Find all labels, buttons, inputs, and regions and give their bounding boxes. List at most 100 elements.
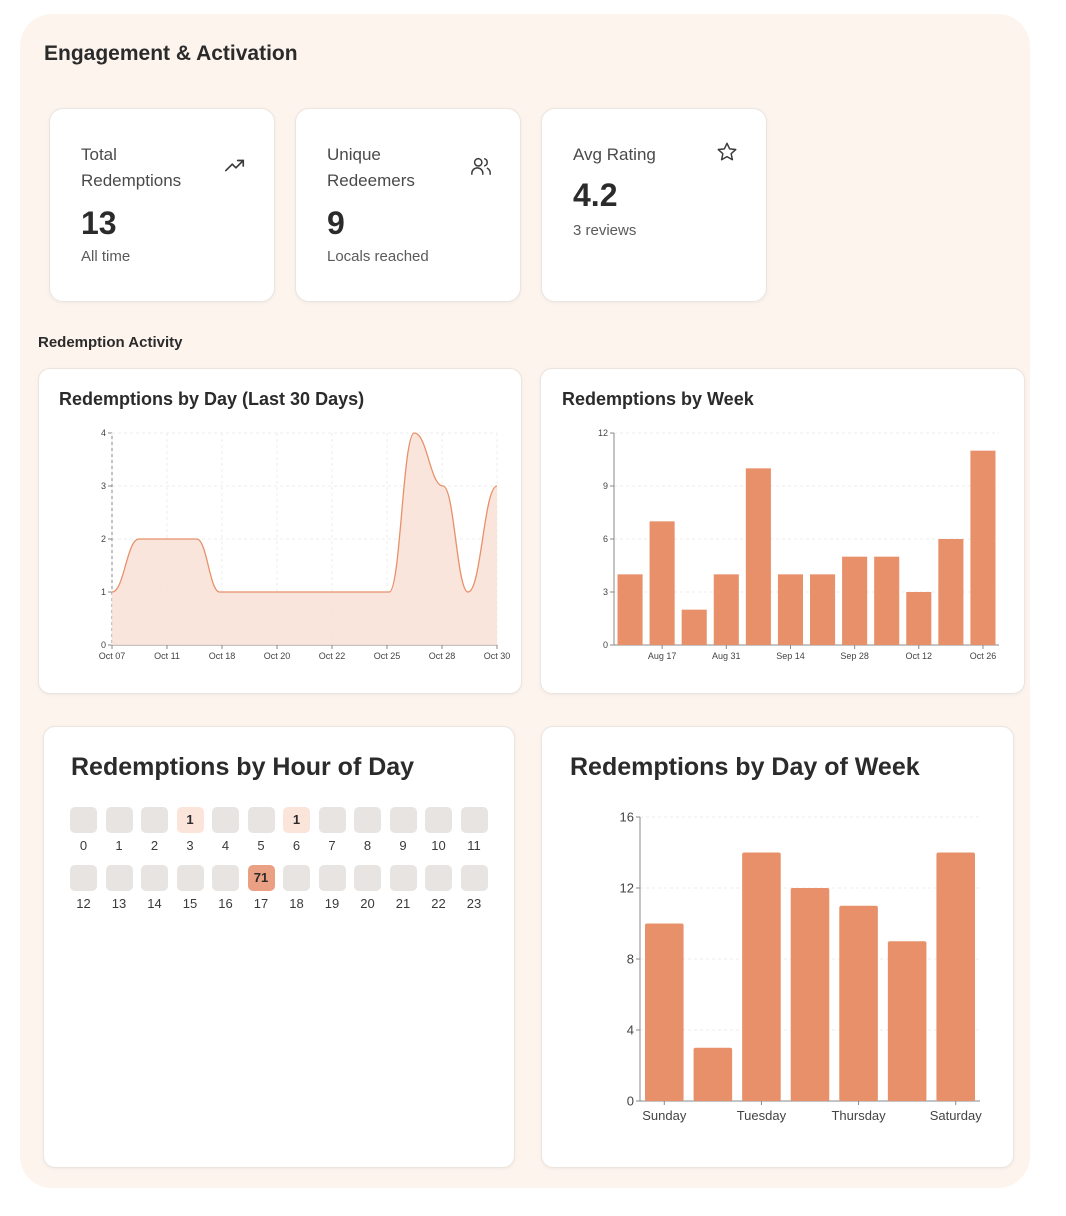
hour-cell: [212, 807, 239, 833]
y-tick-label: 2: [101, 534, 106, 544]
chart-title: Redemptions by Week: [562, 389, 754, 409]
hour-cell: [283, 865, 310, 891]
redemption-activity-heading: Redemption Activity: [38, 334, 183, 351]
area-fill: [112, 433, 497, 645]
stat-subtext: All time: [81, 248, 131, 265]
bar: [874, 556, 900, 645]
chart-title: Redemptions by Day (Last 30 Days): [59, 389, 365, 409]
hour-cell: 71: [247, 865, 275, 891]
hour-cell: [318, 807, 346, 833]
stat-label: Unique Redeemers: [327, 145, 415, 190]
hour-label: 18: [289, 896, 304, 911]
bar: [693, 1047, 733, 1101]
hour-label: 15: [182, 896, 198, 911]
stat-label: Avg Rating: [573, 145, 656, 164]
x-tick-label: Aug 17: [648, 651, 677, 661]
y-tick-label: 4: [627, 1023, 634, 1038]
hour-label: 14: [147, 896, 162, 911]
hour-label: 12: [76, 896, 91, 911]
y-tick-label: 12: [620, 881, 634, 896]
hour-label: 6: [292, 838, 301, 853]
y-tick-label: 8: [627, 952, 634, 967]
hour-label: 17: [253, 896, 269, 911]
chart-title: Redemptions by Day of Week: [570, 753, 920, 781]
y-tick-label: 12: [598, 428, 608, 438]
hour-cell: [354, 807, 381, 833]
y-tick-label: 16: [620, 810, 634, 825]
stat-subtext: Locals reached: [327, 248, 429, 265]
hour-label: 16: [218, 896, 233, 911]
y-tick-label: 3: [101, 481, 106, 491]
stat-card-total-redemptions: Total Redemptions 13 All time: [49, 108, 275, 302]
y-tick-label: 0: [101, 640, 106, 650]
hour-label: 22: [431, 896, 446, 911]
chart-card-by-day-of-week: Redemptions by Day of Week 0 4 8 12 16 Sunday…: [541, 726, 1014, 1168]
x-tick-label: Oct 30: [484, 651, 511, 661]
hour-cell: [212, 865, 239, 891]
x-tick-label: Oct 28: [429, 651, 456, 661]
x-tick-label: Thursday: [831, 1108, 886, 1123]
chart-by-day: 0 1 2 3 4 Oct 07 Oct 11 Oct 18 Oct 20 Oct 22 Oct 2…: [99, 428, 511, 661]
hour-cell: [354, 865, 381, 891]
chart-card-by-week: Redemptions by Week 0 3 6 9 12 Aug 17 Aug 31 Se…: [540, 368, 1025, 694]
x-tick-label: Aug 31: [712, 651, 741, 661]
bar: [810, 574, 836, 645]
hour-label: 23: [466, 896, 482, 911]
chart-card-by-day: Redemptions by Day (Last 30 Days) 0 1 2 3 4 O…: [38, 368, 522, 694]
stat-value: 4.2: [573, 177, 618, 213]
y-tick-label: 3: [603, 587, 608, 597]
hour-label: 10: [431, 838, 446, 853]
x-tick-label: Oct 07: [99, 651, 126, 661]
bar: [936, 852, 975, 1101]
hour-cell: [318, 865, 346, 891]
stat-value: 9: [327, 205, 345, 241]
bar: [777, 574, 803, 645]
y-tick-label: 0: [603, 640, 608, 650]
x-tick-label: Tuesday: [737, 1108, 787, 1123]
hour-label: 0: [79, 838, 88, 853]
x-tick-label: Oct 26: [970, 651, 997, 661]
chart-by-week: 0 3 6 9 12 Aug 17 Aug 31 Sep 14 Sep 28 Oct 12 Oct …: [598, 428, 999, 661]
stat-value: 13: [81, 205, 117, 241]
hour-label: 9: [399, 838, 407, 853]
hour-label: 2: [150, 838, 159, 853]
hour-label: 8: [363, 838, 372, 853]
hour-cell: [141, 807, 168, 833]
chart-by-day-of-week: 0 4 8 12 16 Sunday Tuesday Thursday Saturday: [620, 810, 983, 1123]
hour-label: 3: [186, 838, 194, 853]
star-icon: [717, 142, 737, 161]
hour-cell: [389, 807, 417, 833]
bar: [681, 609, 707, 645]
bar: [617, 574, 643, 645]
hour-cell: [425, 865, 452, 891]
hour-cell: [105, 865, 133, 891]
trending-up-icon: [225, 159, 245, 172]
x-tick-label: Oct 20: [264, 651, 291, 661]
y-tick-label: 0: [627, 1094, 634, 1109]
x-tick-label: Oct 12: [906, 651, 933, 661]
hour-label: 13: [111, 896, 127, 911]
stat-card-unique-redeemers: Unique Redeemers 9 Locals reached: [295, 108, 521, 302]
bar: [906, 592, 932, 645]
y-tick-label: 9: [603, 481, 608, 491]
bar: [842, 556, 868, 645]
hour-cell: [460, 865, 488, 891]
hour-cell: [70, 807, 97, 833]
bar: [938, 539, 964, 645]
hour-cell: [70, 865, 97, 891]
stat-subtext: 3 reviews: [573, 222, 637, 239]
hour-label: 4: [221, 838, 230, 853]
hour-label: 5: [257, 838, 265, 853]
hour-cell: [460, 807, 488, 833]
x-tick-label: Sep 14: [776, 651, 805, 661]
bar: [970, 450, 996, 645]
x-tick-label: Sep 28: [840, 651, 869, 661]
y-tick-label: 6: [603, 534, 608, 544]
stat-card-avg-rating: Avg Rating 4.2 3 reviews: [541, 108, 767, 302]
bar: [645, 923, 684, 1101]
bar: [839, 905, 878, 1101]
hour-cell: 1: [176, 807, 204, 833]
y-tick-label: 4: [101, 428, 106, 438]
x-tick-label: Oct 25: [374, 651, 401, 661]
